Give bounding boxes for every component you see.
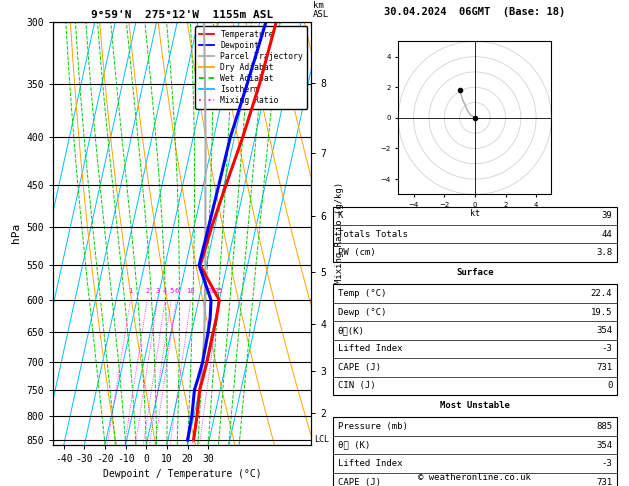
Text: 731: 731 <box>596 478 612 486</box>
X-axis label: Dewpoint / Temperature (°C): Dewpoint / Temperature (°C) <box>103 469 262 479</box>
Text: PW (cm): PW (cm) <box>338 248 375 257</box>
Text: LCL: LCL <box>314 435 329 445</box>
Text: 731: 731 <box>596 363 612 372</box>
Text: km
ASL: km ASL <box>313 1 330 19</box>
Text: 44: 44 <box>601 230 612 239</box>
Text: Most Unstable: Most Unstable <box>440 401 510 411</box>
Text: Totals Totals: Totals Totals <box>338 230 408 239</box>
Text: CIN (J): CIN (J) <box>338 382 375 390</box>
Bar <box>333 284 617 395</box>
Text: 20: 20 <box>208 288 216 294</box>
Text: 0: 0 <box>607 382 612 390</box>
Text: Pressure (mb): Pressure (mb) <box>338 422 408 431</box>
Text: θᴄ (K): θᴄ (K) <box>338 441 370 450</box>
Text: 5: 5 <box>169 288 174 294</box>
Text: 3.8: 3.8 <box>596 248 612 257</box>
Text: 2: 2 <box>145 288 149 294</box>
Text: θᴄ(K): θᴄ(K) <box>338 326 364 335</box>
Text: Lifted Index: Lifted Index <box>338 345 402 353</box>
Text: 6: 6 <box>174 288 179 294</box>
Text: Temp (°C): Temp (°C) <box>338 289 386 298</box>
Text: Dewp (°C): Dewp (°C) <box>338 308 386 316</box>
Bar <box>333 417 617 486</box>
Text: © weatheronline.co.uk: © weatheronline.co.uk <box>418 473 532 482</box>
Text: K: K <box>338 211 343 220</box>
Text: 10: 10 <box>187 288 195 294</box>
Text: 4: 4 <box>163 288 167 294</box>
Text: 3: 3 <box>155 288 160 294</box>
Text: -3: -3 <box>601 459 612 468</box>
Text: 39: 39 <box>601 211 612 220</box>
Text: 22.4: 22.4 <box>591 289 612 298</box>
Text: CAPE (J): CAPE (J) <box>338 478 381 486</box>
Legend: Temperature, Dewpoint, Parcel Trajectory, Dry Adiabat, Wet Adiabat, Isotherm, Mi: Temperature, Dewpoint, Parcel Trajectory… <box>196 26 308 109</box>
Text: 354: 354 <box>596 441 612 450</box>
Y-axis label: hPa: hPa <box>11 223 21 243</box>
Text: Lifted Index: Lifted Index <box>338 459 402 468</box>
Text: CAPE (J): CAPE (J) <box>338 363 381 372</box>
Text: Surface: Surface <box>456 268 494 278</box>
Text: 25: 25 <box>214 288 223 294</box>
Text: 885: 885 <box>596 422 612 431</box>
Text: 1: 1 <box>128 288 133 294</box>
Text: 30.04.2024  06GMT  (Base: 18): 30.04.2024 06GMT (Base: 18) <box>384 7 565 17</box>
Title: 9°59'N  275°12'W  1155m ASL: 9°59'N 275°12'W 1155m ASL <box>91 10 274 20</box>
Text: 354: 354 <box>596 326 612 335</box>
Text: -3: -3 <box>601 345 612 353</box>
X-axis label: kt: kt <box>470 209 480 218</box>
Bar <box>333 207 617 262</box>
Text: 19.5: 19.5 <box>591 308 612 316</box>
Text: Mixing Ratio (g/kg): Mixing Ratio (g/kg) <box>335 182 344 284</box>
